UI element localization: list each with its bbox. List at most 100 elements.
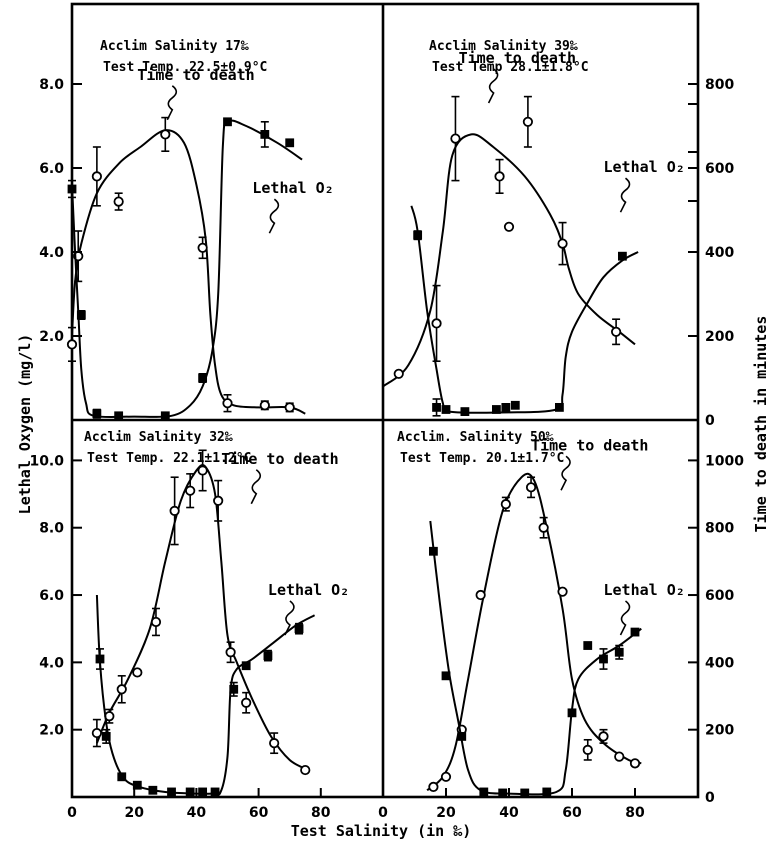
annotation-pointer bbox=[619, 177, 631, 213]
y-tick-label: 8.0 bbox=[39, 77, 64, 93]
y-tick-label: 2.0 bbox=[39, 723, 64, 739]
annotation-pointer bbox=[619, 600, 631, 636]
series-curve bbox=[71, 119, 303, 419]
annotation-label: Time to death bbox=[531, 436, 648, 454]
data-point bbox=[598, 731, 609, 742]
data-point bbox=[494, 171, 505, 182]
data-point bbox=[132, 667, 143, 678]
data-point bbox=[263, 651, 273, 661]
annotation-label: Lethal O₂ bbox=[604, 158, 685, 176]
data-point bbox=[285, 138, 295, 148]
data-point bbox=[554, 403, 564, 412]
data-point bbox=[441, 671, 451, 681]
data-point bbox=[116, 684, 127, 695]
annotation-pointer bbox=[284, 600, 295, 636]
series-curve bbox=[95, 594, 316, 796]
data-point bbox=[457, 732, 467, 741]
left-axis-label: Lethal Oxygen (mg/l) bbox=[16, 334, 34, 515]
series-curve bbox=[429, 520, 642, 796]
y2-tick-label: 200 bbox=[705, 329, 734, 345]
panel-title: Acclim Salinity 39‰ bbox=[429, 39, 578, 54]
data-point bbox=[284, 402, 295, 413]
data-point bbox=[213, 495, 224, 506]
annotation-label: Lethal O₂ bbox=[252, 179, 333, 197]
axes: 2.04.06.08.002004006008002.04.06.08.010.… bbox=[29, 77, 744, 821]
data-point bbox=[198, 787, 208, 797]
data-point bbox=[501, 403, 511, 412]
data-point bbox=[557, 586, 568, 597]
x-tick-label: 60 bbox=[249, 805, 269, 821]
data-point bbox=[95, 654, 105, 664]
data-point bbox=[198, 373, 208, 383]
y2-tick-label: 800 bbox=[705, 77, 734, 93]
x-tick-label: 0 bbox=[67, 805, 77, 821]
y2-tick-label: 200 bbox=[705, 723, 734, 739]
data-point bbox=[269, 738, 280, 749]
x-tick-label: 40 bbox=[187, 805, 207, 821]
data-point bbox=[67, 184, 77, 194]
data-point bbox=[185, 787, 195, 797]
panel-subtitle: Test Temp. 20.1±1.7°C bbox=[400, 451, 564, 466]
annotation-label: Time to death bbox=[221, 450, 338, 468]
data-point bbox=[101, 732, 111, 741]
series-lethal-o2 bbox=[67, 117, 303, 421]
data-point bbox=[393, 368, 404, 379]
data-point bbox=[475, 589, 486, 601]
panel-subtitle: Test Temp. 22.5±0.9°C bbox=[103, 60, 267, 75]
data-point bbox=[582, 744, 593, 755]
x-tick-label: 0 bbox=[378, 805, 388, 821]
panel-subtitle: Test Temp. 22.1±1.2°C bbox=[87, 451, 251, 466]
y2-tick-label: 0 bbox=[705, 413, 715, 429]
data-point bbox=[66, 339, 78, 350]
panel-top-left: Acclim Salinity 17‰ Test Temp. 22.5±0.9°C… bbox=[66, 39, 334, 421]
series-lethal-o2 bbox=[410, 205, 639, 417]
series-time-to-death bbox=[91, 449, 311, 776]
series-curve bbox=[426, 472, 642, 792]
annotation-pointer bbox=[487, 68, 499, 104]
data-point bbox=[520, 788, 530, 798]
series-time-to-death bbox=[382, 95, 636, 388]
series-lethal-o2 bbox=[95, 594, 316, 797]
y2-tick-label: 600 bbox=[705, 588, 734, 604]
x-axis-label: Test Salinity (in ‰) bbox=[291, 822, 472, 840]
annotation-pointer bbox=[268, 198, 280, 234]
data-point bbox=[185, 485, 196, 496]
data-point bbox=[450, 133, 461, 144]
x-tick-label: 40 bbox=[499, 805, 519, 821]
data-point bbox=[440, 771, 452, 782]
data-point bbox=[479, 787, 489, 797]
y-tick-label: 8.0 bbox=[39, 521, 64, 537]
y-tick-label: 4.0 bbox=[39, 245, 64, 261]
data-point bbox=[113, 196, 124, 207]
data-point bbox=[210, 787, 220, 797]
data-point bbox=[492, 405, 501, 414]
data-point bbox=[498, 788, 508, 798]
data-point bbox=[300, 764, 311, 776]
data-point bbox=[500, 499, 511, 510]
panel-top-right: Acclim Salinity 39‰ Test Temp 28.1±1.8°CT… bbox=[382, 39, 685, 417]
data-point bbox=[460, 407, 470, 416]
annotation-pointer bbox=[250, 469, 262, 505]
data-point bbox=[542, 787, 552, 797]
y-tick-label: 6.0 bbox=[39, 588, 64, 604]
x-tick-label: 20 bbox=[436, 805, 456, 821]
y2-tick-label: 600 bbox=[705, 161, 734, 177]
panel-bottom-right: Acclim. Salinity 50‰ Test Temp. 20.1±1.7°… bbox=[397, 430, 685, 798]
annotation-pointer bbox=[166, 85, 178, 121]
data-point bbox=[441, 405, 451, 414]
data-point bbox=[294, 624, 304, 634]
data-point bbox=[260, 130, 270, 139]
data-point bbox=[197, 465, 208, 476]
panel-title: Acclim. Salinity 50‰ bbox=[397, 430, 554, 445]
data-point bbox=[223, 117, 232, 127]
data-point bbox=[431, 318, 442, 329]
annotation-pointer bbox=[560, 455, 571, 491]
data-point bbox=[599, 654, 608, 664]
data-point bbox=[92, 409, 102, 419]
series-curve bbox=[382, 133, 636, 388]
annotation-label: Time to death bbox=[459, 49, 576, 67]
data-point bbox=[259, 400, 270, 411]
data-point bbox=[160, 129, 171, 140]
y2-tick-label: 400 bbox=[705, 245, 734, 261]
